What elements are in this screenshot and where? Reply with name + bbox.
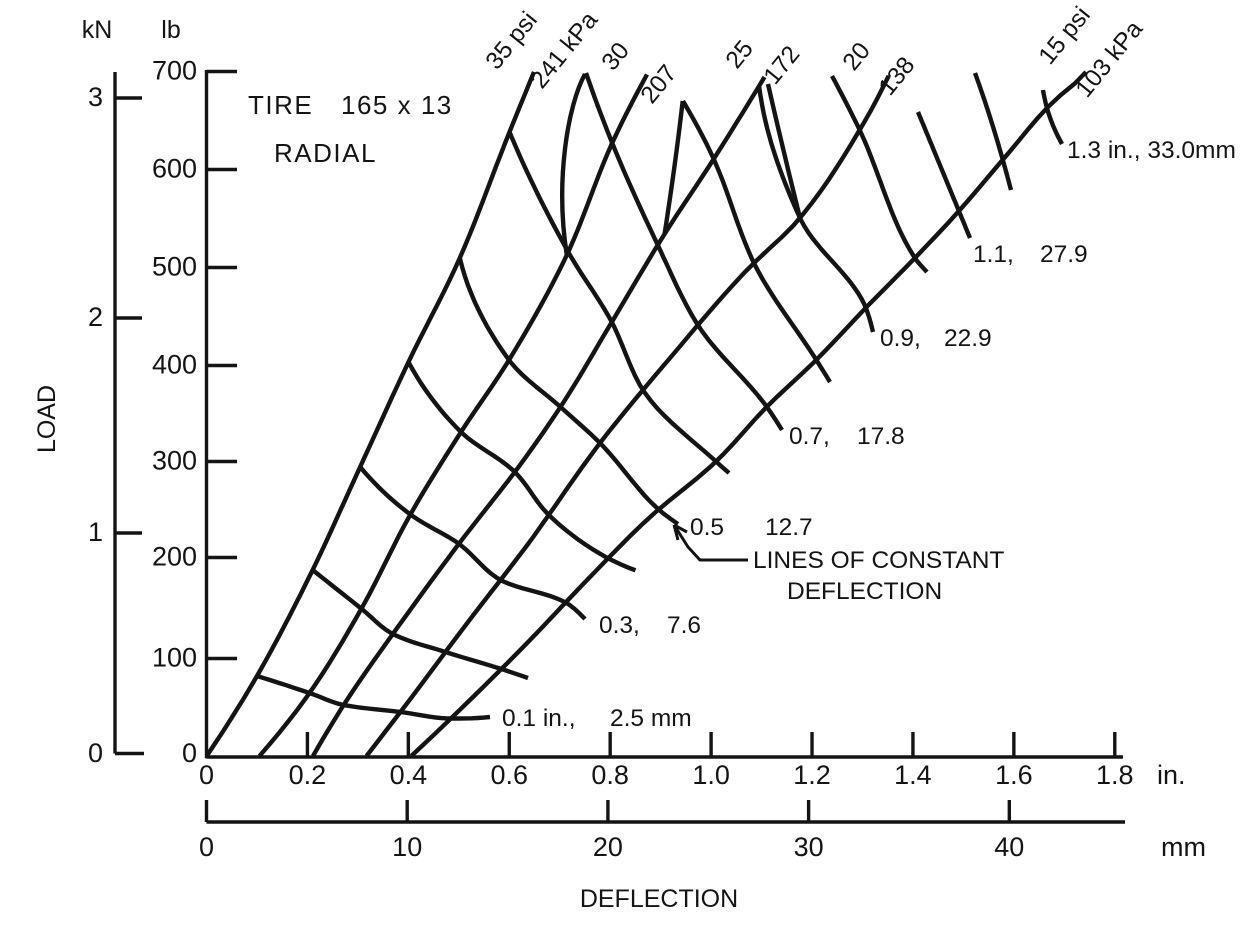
svg-text:DEFLECTION: DEFLECTION [787, 578, 942, 605]
svg-text:400: 400 [152, 350, 197, 380]
svg-text:1: 1 [88, 517, 103, 547]
svg-text:1.6: 1.6 [995, 760, 1033, 790]
svg-text:0: 0 [182, 738, 197, 768]
svg-text:0.3,: 0.3, [599, 612, 640, 639]
svg-text:3: 3 [88, 82, 103, 112]
svg-text:0: 0 [199, 832, 214, 862]
svg-text:1.4: 1.4 [894, 760, 932, 790]
svg-text:600: 600 [152, 154, 197, 184]
svg-text:27.9: 27.9 [1040, 241, 1088, 268]
svg-text:12.7: 12.7 [765, 514, 813, 541]
svg-text:30: 30 [794, 832, 824, 862]
svg-text:0.4: 0.4 [390, 760, 428, 790]
svg-text:RADIAL: RADIAL [274, 138, 377, 168]
svg-text:20: 20 [593, 832, 623, 862]
svg-text:0.2: 0.2 [289, 760, 327, 790]
svg-text:kN: kN [82, 16, 113, 44]
svg-text:165 x 13: 165 x 13 [341, 90, 453, 120]
svg-text:in.: in. [1157, 760, 1186, 790]
svg-text:0.9,: 0.9, [880, 325, 921, 352]
svg-text:1.2: 1.2 [793, 760, 831, 790]
svg-text:0: 0 [88, 738, 103, 768]
svg-text:1.0: 1.0 [692, 760, 730, 790]
svg-text:DEFLECTION: DEFLECTION [580, 885, 738, 913]
svg-text:mm: mm [1161, 832, 1206, 862]
svg-text:0.1 in.,: 0.1 in., [502, 705, 576, 732]
svg-text:2.5 mm: 2.5 mm [610, 705, 692, 732]
svg-text:17.8: 17.8 [857, 423, 905, 450]
svg-text:0.7,: 0.7, [789, 423, 830, 450]
svg-text:LOAD: LOAD [33, 385, 61, 453]
svg-text:700: 700 [152, 56, 197, 86]
svg-text:7.6: 7.6 [667, 612, 701, 639]
svg-text:500: 500 [152, 252, 197, 282]
svg-text:0.8: 0.8 [591, 760, 629, 790]
svg-text:0: 0 [199, 760, 214, 790]
svg-text:LINES OF CONSTANT: LINES OF CONSTANT [753, 547, 1004, 574]
svg-text:10: 10 [392, 832, 422, 862]
svg-text:TIRE: TIRE [248, 90, 313, 120]
svg-text:22.9: 22.9 [944, 325, 992, 352]
svg-text:300: 300 [152, 446, 197, 476]
svg-text:2: 2 [88, 302, 103, 332]
svg-text:1.3 in., 33.0mm: 1.3 in., 33.0mm [1067, 137, 1236, 164]
svg-text:100: 100 [152, 643, 197, 673]
svg-text:200: 200 [152, 542, 197, 572]
svg-text:0.5: 0.5 [690, 514, 724, 541]
svg-text:40: 40 [994, 832, 1024, 862]
svg-text:1.8: 1.8 [1096, 760, 1134, 790]
svg-text:0.6: 0.6 [490, 760, 528, 790]
svg-text:lb: lb [161, 16, 180, 44]
svg-text:1.1,: 1.1, [973, 241, 1014, 268]
